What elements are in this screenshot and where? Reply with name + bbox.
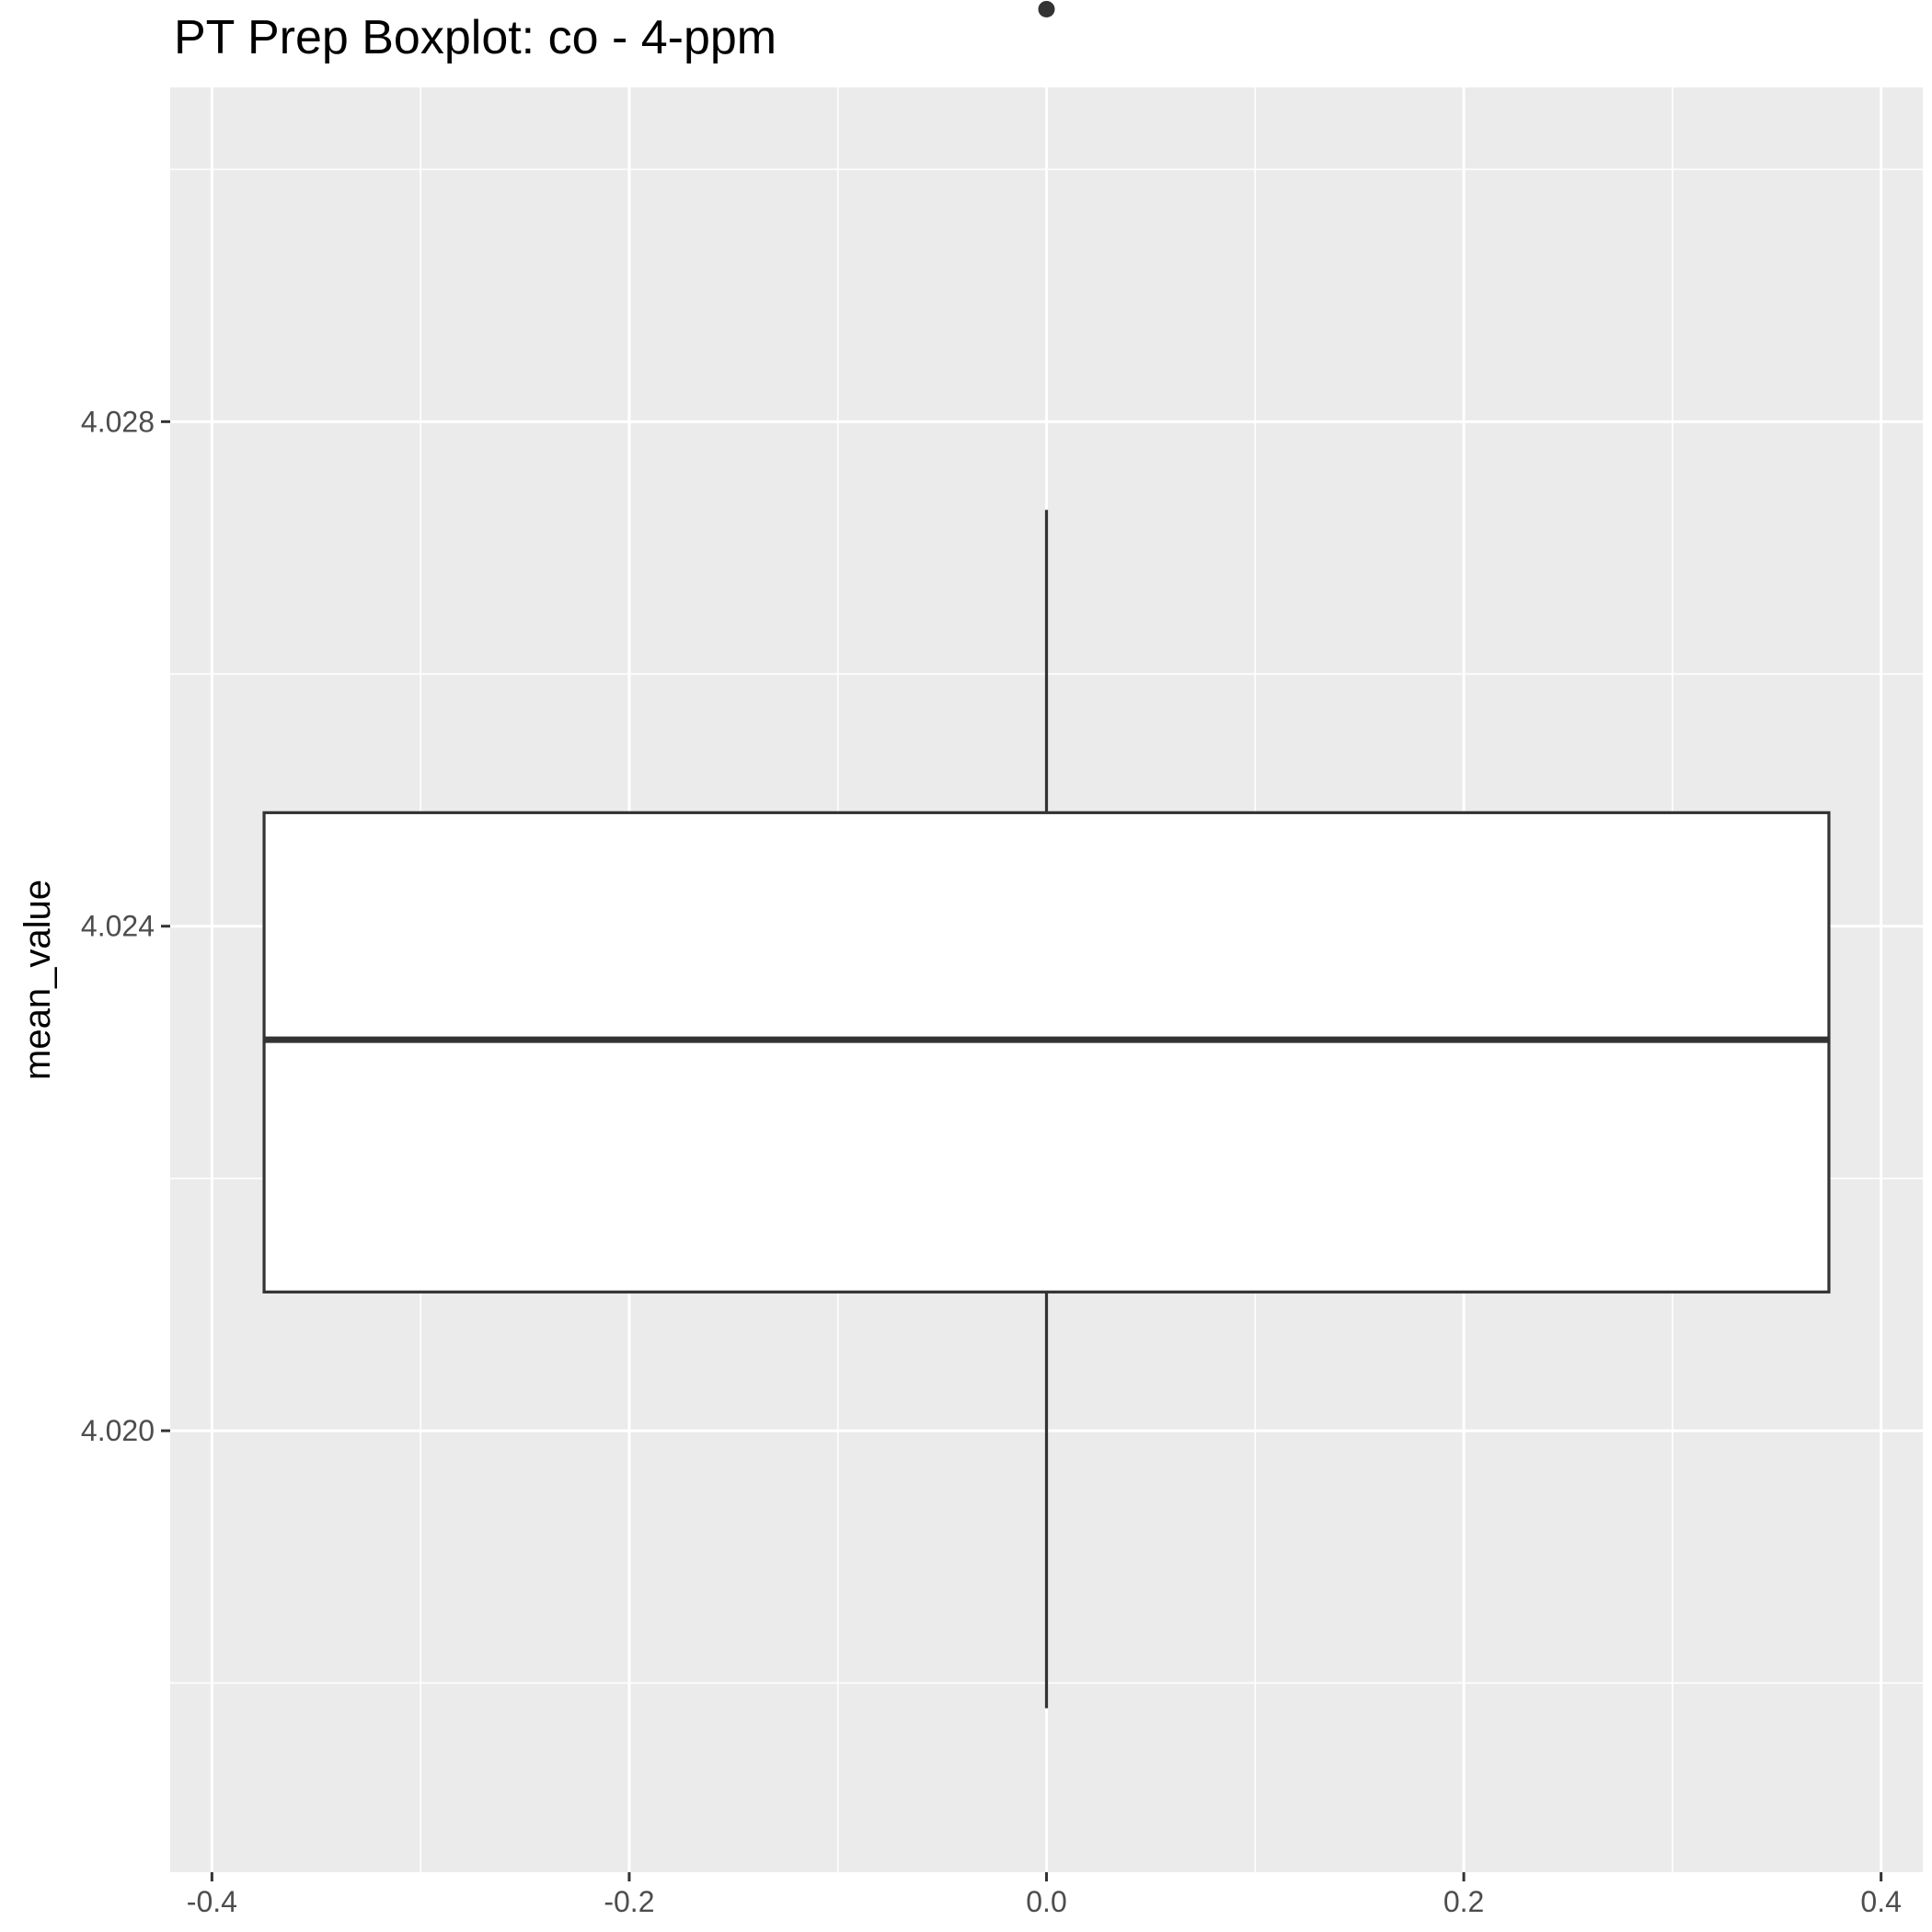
- y-tick-label: 4.024: [81, 910, 155, 943]
- outlier-point: [1038, 0, 1055, 17]
- x-tick-label: 0.4: [1860, 1885, 1901, 1918]
- x-tick-label: 0.2: [1443, 1885, 1484, 1918]
- y-tick-label: 4.020: [81, 1414, 155, 1447]
- x-tick-label: 0.0: [1026, 1885, 1066, 1918]
- x-tick-label: -0.4: [187, 1885, 237, 1918]
- interquartile-box: [262, 811, 1831, 1294]
- y-tick-label: 4.028: [81, 405, 155, 438]
- boxplot: [262, 0, 1831, 1708]
- chart-title: PT Prep Boxplot: co - 4-ppm: [174, 11, 776, 64]
- y-axis-title: mean_value: [17, 880, 58, 1080]
- x-tick-label: -0.2: [604, 1885, 654, 1918]
- axes: 4.020 4.024 4.028 -0.4 -0.2 0.0 0.2 0.4: [81, 405, 1902, 1918]
